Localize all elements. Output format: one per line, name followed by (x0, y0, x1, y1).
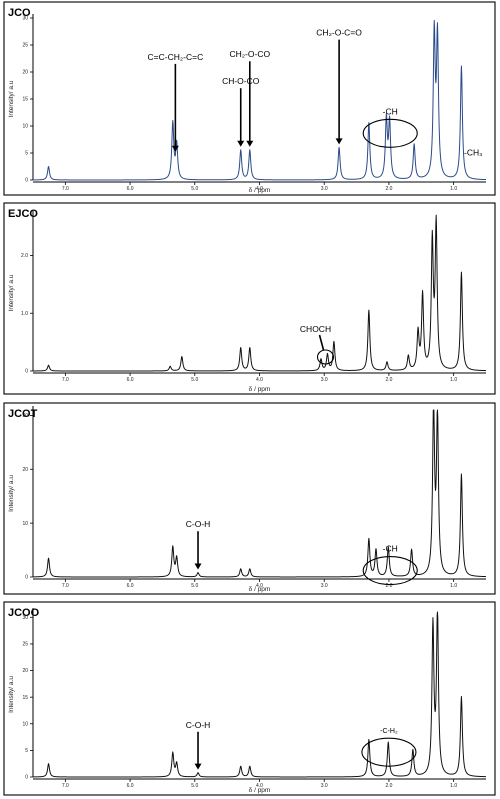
x-tick-label: 5.0 (191, 377, 198, 383)
x-tick-label: 6.0 (127, 377, 134, 383)
annotation-arrowhead (237, 140, 245, 147)
y-axis-title: Intensity/ a.u (8, 80, 15, 117)
y-tick-label: 30 (22, 16, 28, 22)
annotation-label: C-O-H (186, 519, 211, 529)
annotation-ellipse (361, 737, 417, 767)
y-axis-title: Intensity/ a.u (8, 475, 15, 512)
x-tick-label: 3.0 (321, 783, 328, 789)
x-tick-label: 6.0 (127, 583, 134, 589)
y-tick-label: 25 (22, 43, 28, 49)
annotation-ellipse (316, 349, 335, 365)
x-tick-label: 5.0 (191, 583, 198, 589)
y-tick-label: 10 (22, 521, 28, 527)
x-tick-label: 7.0 (62, 186, 69, 192)
x-tick-label: 4.0 (256, 377, 263, 383)
y-tick-label: 30 (22, 615, 28, 621)
annotation-label: CHOCH (300, 324, 331, 334)
y-tick-label: 15 (22, 97, 28, 103)
annotation-ellipse (362, 118, 418, 148)
annotation-arrow (318, 334, 325, 351)
panel-label: EJCO (8, 208, 38, 220)
y-tick-label: 2.0 (21, 253, 28, 259)
x-tick-label: 1.0 (450, 783, 457, 789)
panel-jco: JCO 0 5 10 15 20 25 30 Intensity/ a.u 7.0 6.0 5.0 4.… (3, 1, 496, 196)
x-tick-label: 5.0 (191, 783, 198, 789)
x-tick-label: 7.0 (62, 377, 69, 383)
spectrum-line (32, 214, 487, 372)
x-tick-label: 1.0 (450, 377, 457, 383)
annotation-arrowhead (194, 763, 202, 770)
annotation-arrowhead (171, 145, 179, 152)
annotation-label: C=C-CH₂-C=C (148, 52, 204, 62)
y-tick-label: 10 (22, 721, 28, 727)
y-axis-title: Intensity/ a.u (8, 676, 15, 713)
x-axis-title: δ / ppm (249, 586, 271, 593)
y-tick-label: 1.0 (21, 311, 28, 317)
annotation-label: C-O-H (186, 720, 211, 730)
panel-ejco: EJCO 0 1.0 2.0 Intensity/ a.u 7.0 6.0 5.0 4.0 3.0… (3, 202, 496, 395)
y-tick-label: 30 (22, 413, 28, 419)
x-tick-label: 1.0 (450, 583, 457, 589)
annotation-label: -CH (383, 106, 398, 116)
annotation-label: CH-O-CO (222, 76, 260, 86)
panel-label: JCO (8, 7, 31, 19)
x-tick-label: 6.0 (127, 186, 134, 192)
x-axis-title: δ / ppm (249, 187, 271, 194)
annotation-label: -C-H₂ (380, 728, 398, 735)
y-tick-label: 20 (22, 668, 28, 674)
x-tick-label: 2.0 (385, 783, 392, 789)
panel-frame (3, 402, 496, 595)
x-tick-label: 4.0 (256, 583, 263, 589)
annotation-label: -CH (383, 544, 398, 554)
x-axis-title: δ / ppm (249, 787, 271, 794)
x-tick-label: 2.0 (385, 186, 392, 192)
x-tick-label: 4.0 (256, 186, 263, 192)
panel-jcot: JCOT 0 10 20 30 Intensity/ a.u 7.0 6.0 5.0 4.0 3.0… (3, 402, 496, 595)
panel-frame (3, 601, 496, 796)
y-tick-label: 20 (22, 70, 28, 76)
x-tick-label: 2.0 (385, 377, 392, 383)
x-tick-label: 3.0 (321, 186, 328, 192)
x-tick-label: 6.0 (127, 783, 134, 789)
x-axis-title: δ / ppm (249, 386, 271, 393)
annotation-arrowhead (194, 563, 202, 570)
y-tick-label: 15 (22, 695, 28, 701)
y-tick-label: 0 (25, 369, 28, 375)
y-tick-label: 0 (25, 775, 28, 781)
x-tick-label: 2.0 (385, 583, 392, 589)
x-tick-label: 7.0 (62, 783, 69, 789)
annotation-label: CH₂-O-CO (229, 49, 270, 59)
x-tick-label: 3.0 (321, 583, 328, 589)
x-tick-label: 7.0 (62, 583, 69, 589)
x-tick-label: 4.0 (256, 783, 263, 789)
panel-jcoo: JCOO 0 5 10 15 20 25 30 Intensity/ a.u 7.0 6.0 5.0 4… (3, 601, 496, 796)
annotation-label: -CH₃ (464, 147, 483, 157)
y-tick-label: 25 (22, 642, 28, 648)
spectrum-line (32, 19, 487, 181)
y-axis-title: Intensity/ a.u (8, 274, 15, 311)
annotation-label: CH₂-O-C=O (316, 28, 362, 38)
x-tick-label: 5.0 (191, 186, 198, 192)
y-tick-label: 0 (25, 575, 28, 581)
panel-label: JCOT (8, 408, 38, 420)
y-tick-label: 5 (25, 151, 28, 157)
panel-frame (3, 202, 496, 395)
panel-label: JCOO (8, 607, 40, 619)
y-tick-label: 20 (22, 467, 28, 473)
y-tick-label: 0 (25, 178, 28, 184)
spectrum-line (32, 611, 487, 778)
y-tick-label: 5 (25, 748, 28, 754)
annotation-ellipse (362, 555, 418, 586)
y-tick-label: 10 (22, 124, 28, 130)
annotation-arrowhead (246, 140, 254, 147)
annotation-arrowhead (335, 138, 343, 145)
x-tick-label: 1.0 (450, 186, 457, 192)
x-tick-label: 3.0 (321, 377, 328, 383)
